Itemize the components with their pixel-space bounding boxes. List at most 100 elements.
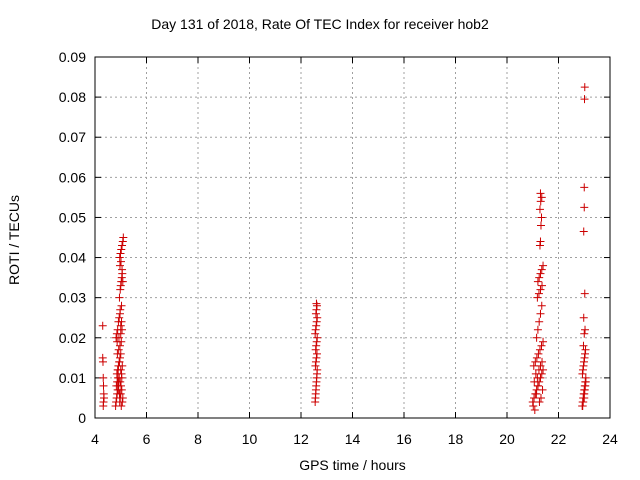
data-point [114,385,123,394]
data-point [536,197,545,206]
data-point [117,401,126,410]
x-tick-label: 20 [499,431,515,447]
y-tick-label: 0.02 [59,330,86,346]
y-tick-label: 0 [78,410,86,426]
data-point [535,317,544,326]
data-point [312,349,321,358]
grid-lines [95,57,610,418]
data-point [536,393,545,402]
data-point [537,213,546,222]
y-tick-label: 0.06 [59,169,86,185]
x-tick-label: 22 [551,431,567,447]
data-point [116,285,125,294]
data-point [116,349,125,358]
data-point [118,237,127,246]
data-point [100,393,109,402]
data-point [116,281,125,290]
data-points [98,83,590,414]
data-point [118,241,127,250]
x-tick-label: 14 [345,431,361,447]
data-point [118,397,127,406]
data-point [530,377,539,386]
data-point [581,325,590,334]
x-tick-label: 10 [242,431,258,447]
tick-labels: 4 6 8 10 12 14 16 18 20 22 24 0 0.01 0.02 0.03 0.04 0.05… [59,49,618,447]
data-point [114,345,123,354]
data-point [579,341,588,350]
data-point [532,389,541,398]
x-tick-label: 12 [293,431,309,447]
data-point [580,289,589,298]
data-point [579,357,588,366]
data-point [119,233,128,242]
data-point [116,329,125,338]
data-point [536,361,545,370]
y-tick-label: 0.03 [59,290,86,306]
data-point [578,401,587,410]
data-point [581,381,590,390]
data-point [99,401,108,410]
data-point [311,345,320,354]
data-point [115,313,124,322]
data-point [312,299,321,308]
data-point [580,353,589,362]
data-point [536,269,545,278]
data-point [536,221,545,230]
data-point [98,357,107,366]
data-point [537,265,546,274]
data-point [115,341,124,350]
data-point [580,203,589,212]
data-point [535,397,544,406]
data-point [538,281,547,290]
data-point [579,227,588,236]
data-point [98,321,107,330]
data-point [579,397,588,406]
data-point [537,193,546,202]
data-point [117,257,126,266]
x-tick-label: 8 [194,431,202,447]
data-point [580,329,589,338]
data-point [116,249,125,258]
data-point [118,325,127,334]
data-point [117,273,126,282]
data-point [539,261,548,270]
data-point [312,321,321,330]
axes [94,56,611,419]
data-point [118,393,127,402]
data-point [578,365,587,374]
data-point [118,361,127,370]
data-point [532,353,541,362]
data-point [311,361,320,370]
data-point [99,373,108,382]
data-point [118,277,127,286]
data-point [117,381,126,390]
data-point [311,309,320,318]
data-point [311,357,320,366]
data-point [537,301,546,310]
data-point [580,183,589,192]
data-point [528,397,537,406]
data-point [117,245,126,254]
data-point [114,333,123,342]
data-point [530,405,539,414]
y-tick-label: 0.04 [59,250,86,266]
x-tick-label: 6 [143,431,151,447]
data-point [536,285,545,294]
y-tick-label: 0.09 [59,49,86,65]
data-point [99,381,108,390]
data-point [114,365,123,374]
data-point [534,349,543,358]
data-point [580,393,589,402]
x-tick-label: 4 [91,431,99,447]
data-point [579,313,588,322]
data-point [529,401,538,410]
data-point [536,237,545,246]
data-point [533,381,542,390]
y-tick-label: 0.01 [59,370,86,386]
data-point [115,261,124,270]
data-point [535,345,544,354]
data-point [579,361,588,370]
data-point [535,273,544,282]
data-point [312,341,321,350]
